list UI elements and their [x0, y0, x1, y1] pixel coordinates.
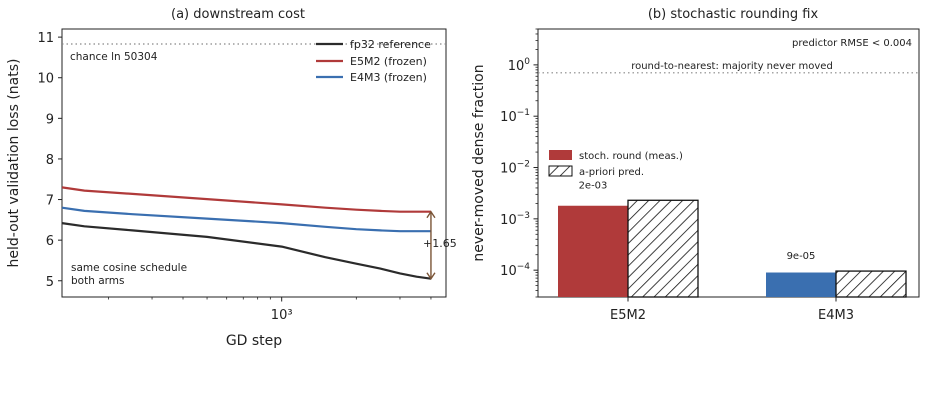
panel-b-y-label: never-moved dense fraction [471, 64, 487, 261]
panel-a: (a) downstream cost 5 6 7 8 9 10 11 10³ GD ste… [6, 7, 457, 349]
panel-a-x-label: GD step [226, 333, 282, 349]
panel-a-y-ticks: 5 6 7 8 9 10 11 [37, 31, 62, 290]
y-tick-label: 9 [46, 112, 54, 127]
panel-a-x-ticks: 10³ [107, 297, 432, 323]
panel-a-chance-label: chance ln 50304 [70, 51, 158, 63]
x-category-label: E5M2 [610, 308, 646, 323]
panel-b-legend: stoch. round (meas.) a-priori pred. [548, 150, 683, 178]
legend-label-stoch-round: stoch. round (meas.) [579, 151, 683, 162]
panel-b-axes-frame [537, 28, 920, 298]
y-tick-label: 6 [46, 234, 54, 249]
bar-a-priori-e4m3 [835, 270, 907, 298]
legend-label-e5m2: E5M2 (frozen) [350, 55, 427, 68]
panel-b-rmse-annotation: predictor RMSE < 0.004 [792, 38, 912, 49]
y-tick-label: 100 [508, 57, 531, 74]
bar-stoch-round-e5m2 [558, 205, 628, 297]
panel-a-legend: fp32 reference E5M2 (frozen) E4M3 (froze… [316, 38, 431, 84]
y-tick-label: 7 [46, 194, 54, 209]
bar-stoch-round-e4m3 [766, 272, 836, 297]
bar-value-label: 2e-03 [579, 180, 608, 191]
panel-a-series [61, 186, 432, 280]
panel-b-rtn-label: round-to-nearest: majority never moved [631, 61, 833, 72]
series-line-fp32-reference [61, 222, 432, 280]
panel-b-y-ticks: 10−4 10−3 10−2 10−1 100 [500, 28, 538, 298]
legend-label-fp32: fp32 reference [350, 38, 431, 51]
bar-value-label: 9e-05 [787, 251, 816, 262]
panel-a-gap-label: +1.65 [423, 237, 457, 250]
legend-label-e4m3: E4M3 (frozen) [350, 71, 427, 84]
y-tick-label: 11 [37, 31, 54, 46]
legend-swatch-stoch-round [549, 150, 572, 160]
panel-a-note: same cosine schedule both arms [71, 262, 187, 287]
y-tick-label: 8 [46, 153, 54, 168]
panel-b-bars: 2e-03 E5M2 9e-05 E4M3 [558, 180, 907, 323]
y-tick-label: 10−3 [500, 211, 530, 228]
x-tick-label: 10³ [271, 308, 293, 323]
panel-a-axes-frame [61, 28, 447, 298]
panel-b-title: (b) stochastic rounding fix [648, 7, 819, 22]
panel-a-y-label: held-out validation loss (nats) [6, 59, 22, 268]
y-tick-label: 5 [46, 275, 54, 290]
y-tick-label: 10−2 [500, 160, 530, 177]
x-category-label: E4M3 [818, 308, 854, 323]
panel-a-chance-line: chance ln 50304 [62, 43, 446, 63]
y-tick-label: 10 [37, 72, 54, 87]
y-tick-label: 10−4 [500, 262, 530, 279]
panel-a-gap-annotation: +1.65 [423, 210, 457, 280]
series-line-e5m2-frozen [61, 186, 431, 213]
gap-arrow-head-top [426, 210, 436, 219]
legend-swatch-a-priori [548, 165, 573, 177]
panel-a-title: (a) downstream cost [171, 7, 305, 22]
bar-a-priori-e5m2 [627, 199, 699, 298]
panel-b-rtn-line: round-to-nearest: majority never moved [538, 61, 919, 74]
legend-label-a-priori: a-priori pred. [579, 167, 644, 178]
gap-arrow-head-bottom [426, 272, 436, 280]
y-tick-label: 10−1 [500, 108, 530, 125]
series-line-e4m3-frozen [61, 206, 431, 233]
panel-a-note-line-2: both arms [71, 275, 124, 287]
panel-a-note-line-1: same cosine schedule [71, 262, 187, 274]
panel-b: (b) stochastic rounding fix 10−4 10−3 10−2… [471, 7, 920, 323]
